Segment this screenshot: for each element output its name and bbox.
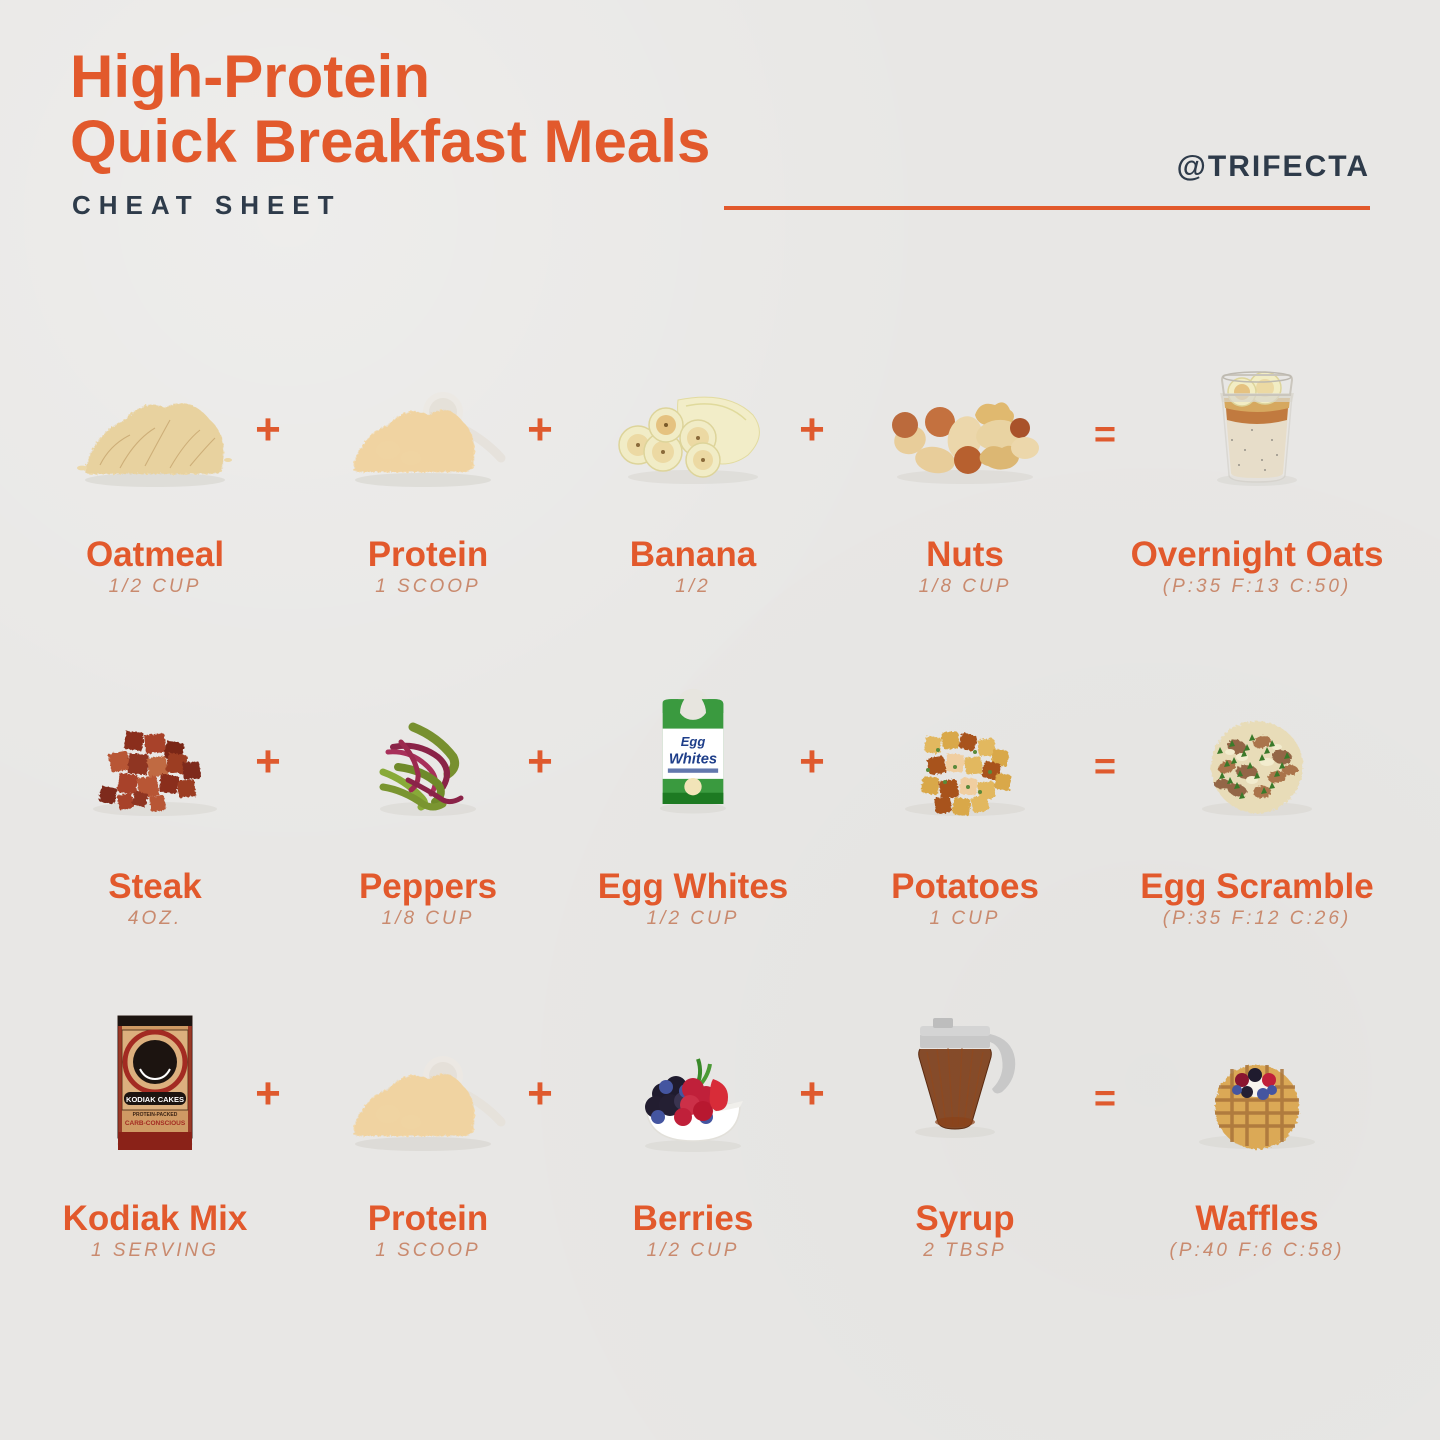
svg-text:KODIAK CAKES: KODIAK CAKES [126, 1095, 184, 1104]
svg-text:CARB-CONSCIOUS: CARB-CONSCIOUS [125, 1120, 186, 1127]
svg-text:Egg: Egg [681, 734, 706, 749]
svg-text:PROTEIN-PACKED: PROTEIN-PACKED [133, 1112, 178, 1118]
svg-text:Whites: Whites [669, 751, 717, 767]
